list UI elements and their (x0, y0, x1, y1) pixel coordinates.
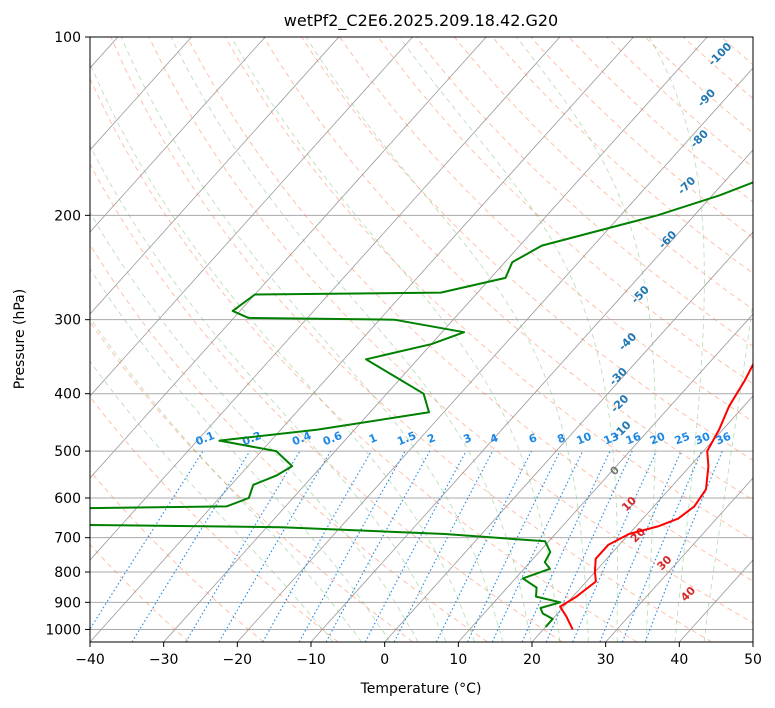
dry-adiabat (301, 37, 753, 461)
dry-adiabat (263, 37, 753, 501)
isotherm-line (90, 37, 413, 397)
moist-adiabat (90, 62, 475, 642)
dry-adiabat (90, 163, 563, 642)
x-tick-label: 10 (449, 652, 467, 668)
mixing-ratio-line (325, 450, 431, 642)
mixing-ratio-label: 36 (714, 430, 733, 448)
moist-adiabat (170, 37, 532, 642)
mixing-ratio-line (545, 450, 633, 642)
mixing-ratio-lines (90, 450, 723, 642)
x-tick-label: 0 (380, 652, 389, 668)
plot-area: 0.1 0.2 0.4 0.6 1 1.5 2 3 4 6 8 10 13 16 20 25 30 36-100-… (90, 37, 753, 642)
dry-adiabat (415, 37, 753, 347)
mixing-ratio-label: 13 (602, 430, 621, 448)
mixing-ratio-label: 8 (555, 431, 567, 446)
isotherm-line (458, 313, 753, 642)
y-tick-label: 900 (54, 595, 81, 611)
x-tick-label: −10 (296, 652, 326, 668)
dry-adiabat (186, 37, 753, 582)
x-tick-label: 30 (597, 652, 615, 668)
mixing-ratio-label: 20 (648, 430, 667, 448)
x-tick-label: −40 (75, 652, 105, 668)
mixing-ratio-line (572, 450, 657, 642)
isotherm-line (605, 477, 753, 642)
dry-adiabat (90, 77, 638, 642)
y-tick-label: 100 (54, 30, 81, 46)
mixing-ratio-line (644, 450, 723, 642)
moist-adiabat (90, 144, 447, 642)
mixing-ratio-label: 3 (462, 431, 474, 446)
moist-adiabat (648, 37, 705, 642)
y-axis-label: Pressure (hPa) (12, 289, 28, 389)
y-tick-label: 700 (54, 531, 81, 547)
isobar-grid (90, 37, 753, 630)
chart-title: wetPf2_C2E6.2025.209.18.42.G20 (284, 11, 558, 31)
y-axis-ticks: 1000 900 800 700 600 500 400 300 200 100 (45, 30, 90, 638)
y-tick-label: 1000 (45, 622, 81, 638)
mixing-ratio-label: 25 (673, 430, 692, 448)
x-axis-label: Temperature (°C) (360, 681, 482, 697)
y-tick-label: 300 (54, 313, 81, 329)
mixing-ratio-label: 16 (624, 430, 643, 448)
y-tick-label: 600 (54, 491, 81, 507)
y-tick-label: 500 (54, 444, 81, 460)
isotherm-grid (90, 37, 753, 642)
mixing-ratio-line (621, 450, 703, 642)
isotherm-line (90, 37, 561, 561)
mixing-ratio-line (131, 450, 251, 642)
mixing-ratio-line (90, 450, 204, 630)
y-tick-label: 400 (54, 387, 81, 403)
moist-adiabat (90, 360, 334, 642)
mixing-ratio-label: 30 (693, 430, 712, 448)
dry-adiabat (224, 37, 753, 541)
mixing-ratio-line (599, 450, 682, 642)
dry-adiabat (148, 37, 753, 624)
moist-adiabat (90, 267, 390, 642)
dry-adiabat (110, 37, 712, 642)
mixing-ratio-line (364, 450, 467, 642)
x-tick-label: 40 (670, 652, 688, 668)
plot-frame (89, 36, 754, 643)
mixing-ratio-label: 1 (367, 431, 379, 446)
moist-adiabat (90, 211, 419, 642)
mixing-ratio-label: 10 (574, 430, 593, 448)
dry-adiabat (377, 37, 753, 385)
dewpoint-profile (90, 181, 753, 628)
mixing-ratio-line (435, 450, 532, 642)
isotherm-line (90, 37, 266, 233)
x-tick-label: 20 (523, 652, 541, 668)
mixing-ratio-line (298, 450, 406, 642)
y-tick-label: 200 (54, 208, 81, 224)
isotherm-line (237, 67, 753, 642)
isotherm-line (90, 37, 192, 151)
x-tick-label: 50 (744, 652, 762, 668)
y-tick-label: 800 (54, 565, 81, 581)
moist-adiabat (703, 298, 753, 642)
x-tick-label: −20 (223, 652, 253, 668)
isotherm-line (90, 37, 340, 315)
mixing-ratio-label: 2 (425, 431, 437, 446)
isotherm-line (163, 37, 708, 642)
isotherm-line (90, 37, 634, 642)
moist-adiabat (231, 37, 561, 642)
isotherm-line (531, 395, 753, 642)
temperature-profile (559, 362, 753, 630)
moist-adiabat (120, 37, 504, 642)
isotherm-line (310, 149, 753, 642)
isotherm-line (384, 231, 753, 642)
dry-adiabat (90, 243, 488, 642)
dry-adiabat (90, 470, 264, 642)
sounding-series (90, 181, 753, 630)
moist-adiabat (516, 37, 656, 642)
x-axis-ticks: −40 −30 −20 −10 0 10 20 30 40 50 (75, 642, 762, 668)
x-tick-label: −30 (149, 652, 179, 668)
isotherm-line (90, 37, 487, 479)
